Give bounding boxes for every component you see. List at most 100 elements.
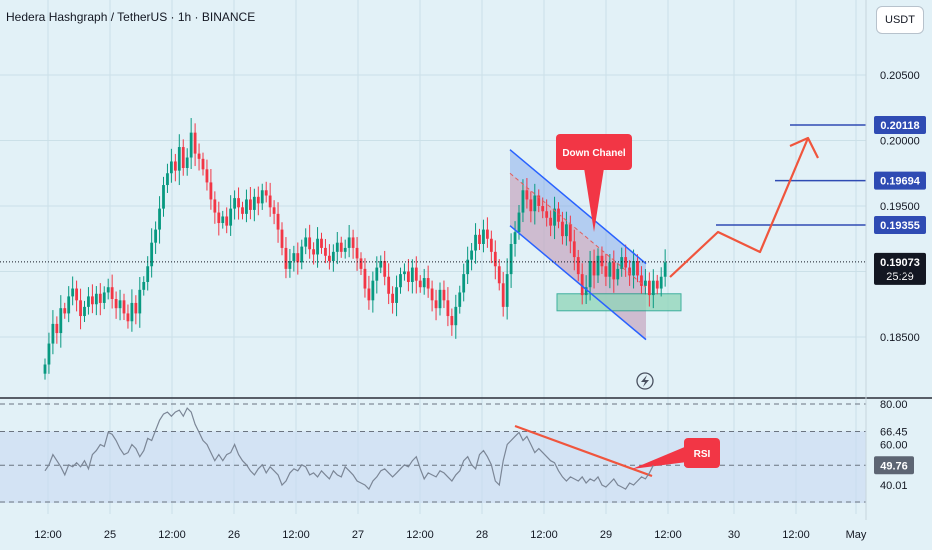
candle-body <box>466 259 470 275</box>
candle-body <box>592 261 596 276</box>
candle-body <box>647 280 651 296</box>
time-axis-tick: 12:00 <box>530 529 558 541</box>
candle-body <box>407 271 410 282</box>
time-axis-tick: 12:00 <box>406 529 434 541</box>
down-channel-lower-line <box>509 225 647 341</box>
candle-body <box>529 199 533 212</box>
candle <box>181 139 185 176</box>
candle-body <box>434 300 438 309</box>
drawings-front: Down Chanel RSI <box>0 124 866 478</box>
candle <box>185 148 189 176</box>
candle <box>383 250 387 286</box>
candle <box>162 176 165 217</box>
candle <box>138 277 142 328</box>
candle-body <box>549 217 552 226</box>
down-channel-callout: Down Chanel <box>556 134 632 232</box>
candle-body <box>47 343 51 365</box>
candle-body <box>134 302 138 314</box>
candle <box>545 199 549 227</box>
candle-body <box>399 274 402 288</box>
candle-body <box>533 195 537 212</box>
candle <box>493 240 497 280</box>
candle-body <box>351 237 355 248</box>
candle-body <box>379 261 383 268</box>
currency-selector[interactable]: USDT <box>876 6 924 34</box>
candle <box>260 183 264 210</box>
candle-body <box>359 258 363 269</box>
candle <box>549 210 552 237</box>
current-price-label: 0.19073 25:29 <box>874 252 926 285</box>
candle-body <box>245 199 248 214</box>
candle <box>655 274 659 295</box>
bar-countdown: 25:29 <box>886 271 914 283</box>
candle <box>245 189 248 223</box>
candle <box>565 211 568 246</box>
candle-body <box>612 262 616 280</box>
candle <box>367 275 371 310</box>
candle-body <box>209 182 213 200</box>
candle-body <box>201 158 205 170</box>
candle <box>55 316 59 344</box>
candle <box>272 200 276 225</box>
candle <box>651 269 655 309</box>
candle-body <box>395 287 398 303</box>
candle <box>486 217 489 248</box>
candle <box>529 191 533 223</box>
candle-body <box>249 199 252 210</box>
candle-body <box>150 242 154 267</box>
candle <box>320 232 323 254</box>
candle-body <box>221 216 225 224</box>
candle <box>158 196 161 244</box>
candle-body <box>608 262 612 277</box>
candle-body <box>497 266 501 284</box>
candle-body <box>304 237 308 247</box>
candle <box>63 302 67 319</box>
lightning-icon[interactable] <box>636 372 654 390</box>
candle <box>462 263 466 302</box>
candle <box>241 201 244 220</box>
time-axis-tick: 27 <box>352 529 364 541</box>
rsi-callout-text: RSI <box>694 449 711 460</box>
candle-body <box>628 267 631 276</box>
rsi-axis-tick: 49.76 <box>880 460 908 472</box>
candle-body <box>241 207 244 214</box>
candle-body <box>225 216 229 226</box>
candle-body <box>328 255 331 262</box>
candle-body <box>545 211 549 218</box>
candle-body <box>513 232 517 244</box>
candle <box>134 295 138 325</box>
candle-body <box>387 276 391 294</box>
candle <box>300 239 304 270</box>
candle-body <box>489 238 493 252</box>
candle <box>201 152 205 176</box>
candle-body <box>517 212 521 233</box>
candle <box>328 244 331 270</box>
price-axis-tick: 0.19000 <box>880 267 920 279</box>
candle-body <box>422 278 426 288</box>
candle-body <box>138 289 142 314</box>
candle-body <box>644 280 647 286</box>
candle-body <box>624 257 628 268</box>
candle <box>126 304 130 329</box>
price-axis-tick: 0.20000 <box>880 136 920 148</box>
candle-body <box>331 251 335 262</box>
candle-body <box>162 185 165 209</box>
candle-body <box>430 288 434 301</box>
candle <box>647 272 651 307</box>
price-axis-tick: 0.18500 <box>880 332 920 344</box>
candle <box>264 181 268 203</box>
candle-body <box>260 190 264 204</box>
candle <box>422 268 426 295</box>
candle <box>505 258 509 320</box>
rsi-line <box>44 407 654 491</box>
candle <box>142 276 146 296</box>
candle-body <box>205 169 209 183</box>
candle <box>280 222 284 256</box>
candle-body <box>620 257 624 269</box>
candle <box>233 190 236 220</box>
candle-body <box>233 198 236 209</box>
candle-body <box>300 246 304 263</box>
current-price-value: 0.19073 <box>880 257 920 269</box>
candle-body <box>158 208 161 230</box>
down-channel-fill <box>510 149 646 340</box>
